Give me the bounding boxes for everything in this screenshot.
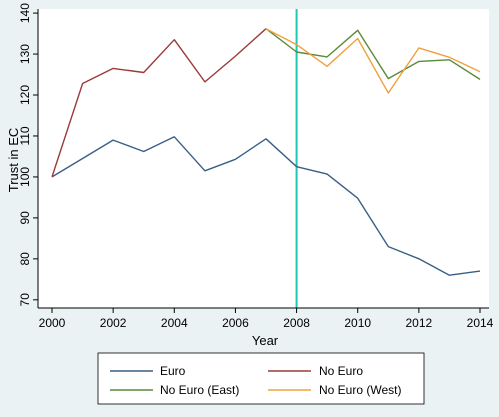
legend: Euro No Euro No Euro (East) No Euro (West) bbox=[97, 352, 425, 405]
y-tick-label: 80 bbox=[18, 252, 32, 266]
y-tick-label: 100 bbox=[18, 167, 32, 187]
x-tick-label: 2002 bbox=[100, 316, 127, 330]
ticks-layer: 2000 2002 2004 2006 2008 2010 2012 2014 70 80 90 10… bbox=[18, 3, 494, 330]
plot-layer bbox=[51, 9, 481, 308]
y-tick-label: 130 bbox=[18, 44, 32, 64]
legend-label-euro: Euro bbox=[160, 364, 186, 378]
series-line-no-euro-east bbox=[265, 28, 481, 80]
legend-entries: Euro No Euro No Euro (East) No Euro (West) bbox=[110, 364, 401, 397]
x-tick-label: 2010 bbox=[344, 316, 371, 330]
series-line-euro bbox=[51, 136, 481, 276]
x-tick-label: 2012 bbox=[406, 316, 433, 330]
x-tick-label: 2014 bbox=[467, 316, 494, 330]
legend-label-no-euro-east: No Euro (East) bbox=[160, 383, 239, 397]
y-tick-label: 70 bbox=[18, 293, 32, 307]
y-tick-label: 90 bbox=[18, 211, 32, 225]
y-tick-label: 140 bbox=[18, 3, 32, 23]
y-tick-label: 110 bbox=[18, 126, 32, 145]
y-axis-label: Trust in EC bbox=[6, 128, 21, 193]
x-tick-label: 2004 bbox=[161, 316, 188, 330]
plot-area bbox=[38, 9, 489, 308]
x-tick-label: 2000 bbox=[39, 316, 66, 330]
series-line-no-euro-west bbox=[265, 28, 481, 94]
y-tick-label: 120 bbox=[18, 85, 32, 105]
x-axis-label: Year bbox=[252, 333, 279, 348]
series-line-no-euro bbox=[51, 28, 267, 178]
x-tick-label: 2006 bbox=[222, 316, 249, 330]
legend-label-no-euro-west: No Euro (West) bbox=[319, 383, 401, 397]
legend-box bbox=[97, 352, 425, 405]
legend-label-no-euro: No Euro bbox=[319, 364, 363, 378]
x-tick-label: 2008 bbox=[283, 316, 310, 330]
